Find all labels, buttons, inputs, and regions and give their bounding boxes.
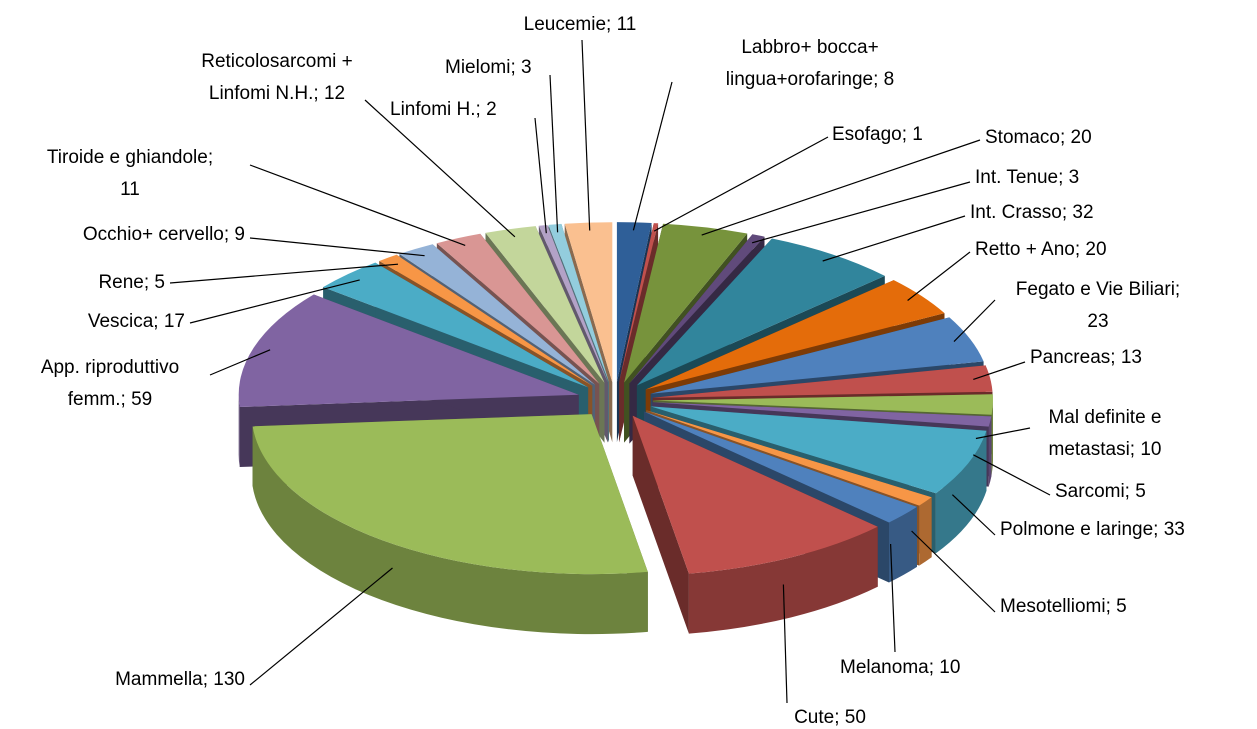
- slice-side: [252, 426, 648, 635]
- leader-line: [911, 530, 996, 613]
- data-label: Int. Tenue; 3: [975, 167, 1079, 188]
- leader-line: [632, 81, 673, 231]
- data-label: Mielomi; 3: [445, 57, 532, 78]
- data-label: Sarcomi; 5: [1055, 481, 1146, 502]
- leader-line: [890, 543, 896, 653]
- slice-top: [652, 402, 992, 427]
- data-label: Mal definite e metastasi; 10: [1048, 407, 1161, 460]
- slice-top: [646, 410, 932, 506]
- slice-top: [624, 223, 748, 383]
- slice-top: [619, 223, 659, 383]
- leader-line: [581, 39, 591, 231]
- slice-side: [238, 394, 240, 467]
- slice-top: [645, 280, 945, 390]
- leader-line: [364, 99, 516, 238]
- leader-line: [953, 299, 996, 343]
- slice-face: [632, 415, 689, 634]
- leader-line: [249, 237, 425, 257]
- leader-line: [751, 181, 971, 244]
- slice-top: [485, 226, 605, 383]
- leader-line: [169, 263, 399, 284]
- slice-top: [616, 222, 652, 383]
- leader-line: [701, 139, 981, 236]
- data-label: Cute; 50: [794, 707, 866, 728]
- data-label: Leucemie; 11: [524, 14, 637, 35]
- data-label: Stomaco; 20: [985, 127, 1092, 148]
- data-label: Mammella; 130: [115, 669, 245, 690]
- slice-top: [399, 244, 595, 385]
- slice-side: [889, 506, 917, 583]
- slice-top: [564, 222, 613, 383]
- leader-line: [973, 454, 1051, 496]
- slice-side: [688, 526, 878, 634]
- data-label: Pancreas; 13: [1030, 347, 1142, 368]
- leader-line: [249, 164, 466, 246]
- data-label: Fegato e Vie Biliari; 23: [1016, 279, 1180, 332]
- slice-top: [323, 262, 589, 388]
- slice-top: [650, 317, 984, 394]
- slice-top: [548, 223, 609, 383]
- slice-top: [629, 234, 765, 384]
- slice-top: [650, 406, 987, 494]
- leader-line: [549, 74, 559, 233]
- slice-top: [632, 415, 878, 574]
- data-label: Tiroide e ghiandole; 11: [47, 147, 213, 200]
- slice-side: [991, 400, 993, 475]
- leader-line: [822, 215, 966, 262]
- slice-top: [379, 254, 593, 386]
- leader-line: [975, 427, 1031, 440]
- slice: [632, 415, 878, 634]
- slice-top: [238, 294, 579, 407]
- leader-line: [189, 279, 360, 324]
- data-label: Linfomi H.; 2: [390, 99, 497, 120]
- leader-line: [782, 584, 788, 704]
- leader-line: [907, 251, 971, 301]
- data-label: Melanoma; 10: [840, 657, 960, 678]
- slice-side: [919, 497, 932, 566]
- slice-top: [436, 233, 600, 384]
- data-label: Labbro+ bocca+ lingua+orofaringe; 8: [726, 37, 895, 90]
- data-label: Mesotelliomi; 5: [1000, 596, 1127, 617]
- data-label: Int. Crasso; 32: [970, 202, 1094, 223]
- data-label: Vescica; 17: [88, 311, 185, 332]
- data-label: Reticolosarcomi + Linfomi N.H.; 12: [201, 51, 353, 104]
- leader-line: [653, 136, 829, 232]
- slice-top: [252, 414, 648, 575]
- data-label: App. riproduttivo femm.; 59: [41, 357, 179, 410]
- slice-top: [644, 411, 917, 523]
- slice-side: [988, 416, 992, 487]
- data-label: Occhio+ cervello; 9: [83, 224, 245, 245]
- slice-top: [636, 238, 885, 386]
- slice: [252, 414, 648, 635]
- data-label: Rene; 5: [98, 272, 165, 293]
- leader-line: [249, 567, 393, 686]
- leader-line: [209, 349, 271, 376]
- pie: [238, 222, 993, 635]
- data-label: Esofago; 1: [832, 124, 923, 145]
- leader-line: [951, 494, 996, 536]
- data-label: Polmone e laringe; 33: [1000, 519, 1185, 540]
- slice-top: [652, 365, 993, 398]
- slice-top: [538, 225, 608, 383]
- slice-top: [653, 394, 993, 415]
- leader-line: [534, 117, 547, 234]
- leader-line: [973, 361, 1026, 380]
- slice-side: [935, 430, 987, 554]
- data-label: Retto + Ano; 20: [975, 239, 1107, 260]
